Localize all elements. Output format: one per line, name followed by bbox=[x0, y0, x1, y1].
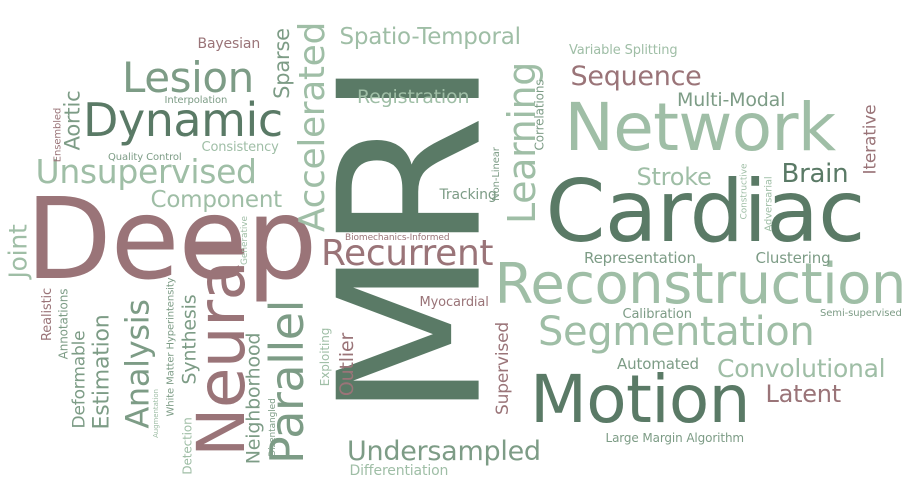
word-outlier: Outlier bbox=[335, 332, 358, 396]
word-adversarial: Adversarial bbox=[763, 176, 775, 232]
word-stroke: Stroke bbox=[636, 163, 712, 191]
word-realistic: Realistic bbox=[39, 287, 55, 341]
word-representation: Representation bbox=[584, 248, 696, 267]
word-generative: Generative bbox=[239, 215, 250, 265]
word-accelerated: Accelerated bbox=[291, 22, 333, 232]
word-deep: Deep bbox=[25, 175, 318, 305]
word-iterative: Iterative bbox=[860, 104, 881, 174]
word-sequence: Sequence bbox=[570, 60, 702, 92]
word-bayesian: Bayesian bbox=[197, 36, 261, 52]
word-calibration: Calibration bbox=[622, 306, 692, 322]
word-multi-modal: Multi-Modal bbox=[677, 88, 786, 111]
word-variable-splitting: Variable Splitting bbox=[569, 42, 678, 58]
word-latent: Latent bbox=[765, 380, 842, 408]
word-cardiac: Cardiac bbox=[545, 162, 866, 262]
word-large-margin-algorithm: Large Margin Algorithm bbox=[605, 431, 745, 445]
word-myocardial: Myocardial bbox=[419, 294, 489, 310]
word-non-linear: Non-Linear bbox=[490, 147, 502, 201]
word-exploiting: Exploiting bbox=[318, 327, 333, 387]
word-lesion: Lesion bbox=[122, 53, 254, 102]
word-segmentation: Segmentation bbox=[538, 309, 815, 355]
word-augmentation: Augmentation bbox=[151, 388, 160, 438]
word-joint: Joint bbox=[3, 223, 33, 279]
word-network: Network bbox=[564, 89, 837, 166]
word-constructive: Constructive bbox=[739, 163, 750, 219]
word-neighborhood: Neighborhood bbox=[242, 332, 265, 464]
word-convolutional: Convolutional bbox=[717, 353, 886, 383]
word-automated: Automated bbox=[617, 354, 699, 373]
word-quality-control: Quality Control bbox=[108, 152, 182, 163]
word-supervised: Supervised bbox=[492, 321, 513, 415]
word-spatio-temporal: Spatio-Temporal bbox=[339, 23, 521, 50]
word-tracking: Tracking bbox=[439, 187, 497, 203]
word-consistency: Consistency bbox=[201, 139, 279, 155]
word-undersampled: Undersampled bbox=[347, 435, 541, 467]
word-estimation: Estimation bbox=[88, 314, 114, 430]
word-reconstruction: Reconstruction bbox=[494, 252, 907, 317]
word-registration: Registration bbox=[357, 85, 470, 108]
word-biomechanics-informed: Biomechanics-Informed bbox=[345, 232, 450, 243]
word-synthesis: Synthesis bbox=[178, 294, 201, 384]
word-dynamic: Dynamic bbox=[83, 93, 283, 147]
word-brain: Brain bbox=[781, 159, 849, 189]
word-component: Component bbox=[150, 186, 283, 213]
word-ensembled: Ensembled bbox=[51, 107, 63, 163]
word-clustering: Clustering bbox=[755, 248, 831, 267]
word-detection: Detection bbox=[180, 417, 195, 475]
word-disentangled: Disentangled bbox=[267, 397, 278, 457]
word-annotations: Annotations bbox=[55, 288, 70, 360]
word-interpolation: Interpolation bbox=[164, 95, 228, 106]
word-correlations: Correlations bbox=[531, 79, 546, 151]
word-aortic: Aortic bbox=[60, 90, 85, 150]
word-unsupervised: Unsupervised bbox=[35, 151, 258, 191]
word-deformable: Deformable bbox=[69, 330, 90, 428]
word-sparse: Sparse bbox=[269, 27, 294, 99]
word-white-matter-hyperintensity: White Matter Hyperintensity bbox=[165, 277, 176, 417]
word-analysis: Analysis bbox=[118, 299, 157, 429]
word-differentiation: Differentiation bbox=[349, 463, 449, 479]
word-recurrent: Recurrent bbox=[321, 233, 494, 274]
word-semi-supervised: Semi-supervised bbox=[820, 308, 902, 319]
word-motion: Motion bbox=[530, 361, 750, 438]
